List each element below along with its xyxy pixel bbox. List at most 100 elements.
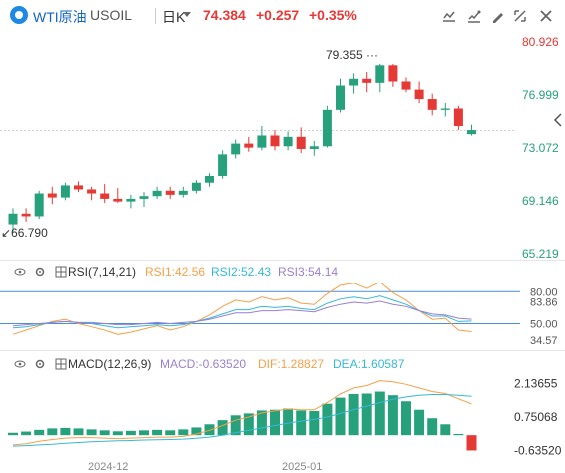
close-icon[interactable]: [538, 8, 554, 24]
macd-bar: [374, 391, 385, 436]
instrument-name[interactable]: WTI原油: [33, 9, 87, 25]
macd-bar: [387, 395, 398, 436]
candle-body: [309, 146, 319, 149]
macd-bar: [217, 420, 228, 436]
candle-body: [60, 185, 70, 198]
panel-divider: [0, 350, 565, 351]
candle-body: [244, 143, 254, 148]
candle-body: [152, 190, 162, 197]
rsi-title: RSI(7,14,21): [68, 265, 137, 279]
candle-body: [440, 108, 450, 110]
candle-body: [427, 99, 437, 110]
divider: [155, 8, 156, 24]
rsi-header: RSI(7,14,21) RSI1:42.56 RSI2:52.43 RSI3:…: [0, 265, 565, 283]
macd-bar: [361, 393, 372, 436]
dea-value: DEA:1.60587: [333, 357, 405, 371]
fullscreen-icon[interactable]: [512, 8, 528, 24]
candle-body: [467, 130, 476, 135]
macd-bar: [243, 413, 254, 436]
rsi1-line: [12, 283, 472, 335]
price-axis-label: 69.146: [522, 194, 559, 208]
macd-bar: [99, 430, 110, 436]
candle-body: [34, 193, 44, 217]
macd-bar: [440, 424, 451, 436]
draw-icon[interactable]: [490, 8, 506, 24]
price-axis-label: 65.219: [522, 247, 559, 260]
candle-body: [322, 109, 332, 147]
candle-body: [270, 135, 280, 147]
macd-bar: [453, 433, 464, 436]
macd-bar: [152, 429, 163, 436]
macd-axis-label: 2.13655: [514, 376, 558, 390]
macd-bar: [414, 409, 425, 436]
macd-bar: [139, 430, 149, 436]
macd-bar: [21, 431, 32, 436]
candle-body: [100, 193, 110, 199]
macd-bar: [296, 410, 307, 436]
rsi3-line: [12, 300, 472, 327]
candle-body: [205, 175, 214, 183]
chevron-down-icon[interactable]: [183, 12, 191, 17]
dif-line: [12, 380, 472, 446]
low-price-label: ↙66.790: [1, 226, 48, 240]
macd-bar: [8, 432, 18, 436]
rsi-axis-label: 34.57: [530, 335, 558, 347]
candle-body: [257, 135, 267, 148]
indicator-icon[interactable]: [466, 8, 482, 24]
indicator-menu-icon[interactable]: [55, 266, 67, 278]
price-change: +0.257: [256, 7, 300, 23]
macd-bar: [47, 428, 58, 436]
macd-bar: [204, 424, 215, 436]
macd-bar: [178, 429, 189, 436]
eye-icon[interactable]: [14, 266, 26, 278]
gear-icon[interactable]: [34, 358, 46, 370]
candle-body: [126, 198, 136, 202]
date-axis: 2024-12 2025-01: [0, 461, 565, 473]
macd-bar: [309, 410, 320, 436]
candle-body: [414, 89, 424, 100]
period-selector[interactable]: 日K: [162, 9, 186, 25]
candle-body: [336, 85, 345, 110]
macd-bar: [427, 418, 438, 436]
candle-body: [165, 190, 175, 195]
candle-body: [362, 78, 372, 83]
candlestick-chart[interactable]: 80.926 76.999 73.072 69.146 65.219 79.355 ···…: [0, 32, 565, 260]
rsi2-value: RSI2:52.43: [211, 265, 272, 279]
price-axis-label: 80.926: [522, 35, 559, 49]
gear-icon[interactable]: [34, 266, 46, 278]
candle-body: [218, 154, 228, 176]
candle-body: [87, 189, 97, 194]
indicator-menu-icon[interactable]: [55, 358, 67, 370]
macd-bar: [466, 435, 477, 451]
chart-header: WTI原油 USOIL 日K 74.384 +0.257 +0.35%: [0, 0, 565, 32]
high-price-label: 79.355 ···: [326, 48, 378, 62]
macd-bar: [230, 415, 241, 436]
rsi3-value: RSI3:54.14: [278, 265, 339, 279]
eye-icon[interactable]: [14, 358, 26, 370]
instrument-logo-icon: [10, 6, 28, 24]
price-change-percent: +0.35%: [309, 7, 357, 23]
macd-axis-label: 0.75068: [514, 410, 558, 424]
macd-bar: [256, 410, 267, 436]
macd-value: MACD:-0.63520: [160, 357, 247, 371]
chevron-left-icon[interactable]: [552, 112, 564, 128]
macd-bar: [270, 409, 280, 436]
price-axis-label: 76.999: [522, 88, 559, 102]
macd-bar: [112, 431, 123, 436]
date-label: 2024-12: [88, 461, 129, 473]
candle-body: [388, 65, 398, 82]
instrument-code: USOIL: [90, 7, 133, 23]
chart-style-icon[interactable]: [441, 8, 457, 24]
price-axis-label: 73.072: [522, 141, 559, 155]
macd-bar: [125, 430, 136, 436]
candle-body: [21, 213, 31, 217]
candle-body: [8, 213, 18, 225]
candle-body: [113, 198, 123, 202]
macd-header: MACD(12,26,9) MACD:-0.63520 DIF:1.28827 …: [0, 357, 565, 375]
macd-chart[interactable]: 2.13655 0.75068 -0.63520: [0, 375, 565, 460]
rsi-axis-label: 83.86: [530, 296, 558, 308]
candle-body: [178, 190, 188, 195]
macd-bar: [165, 430, 176, 436]
macd-bar: [335, 397, 346, 436]
